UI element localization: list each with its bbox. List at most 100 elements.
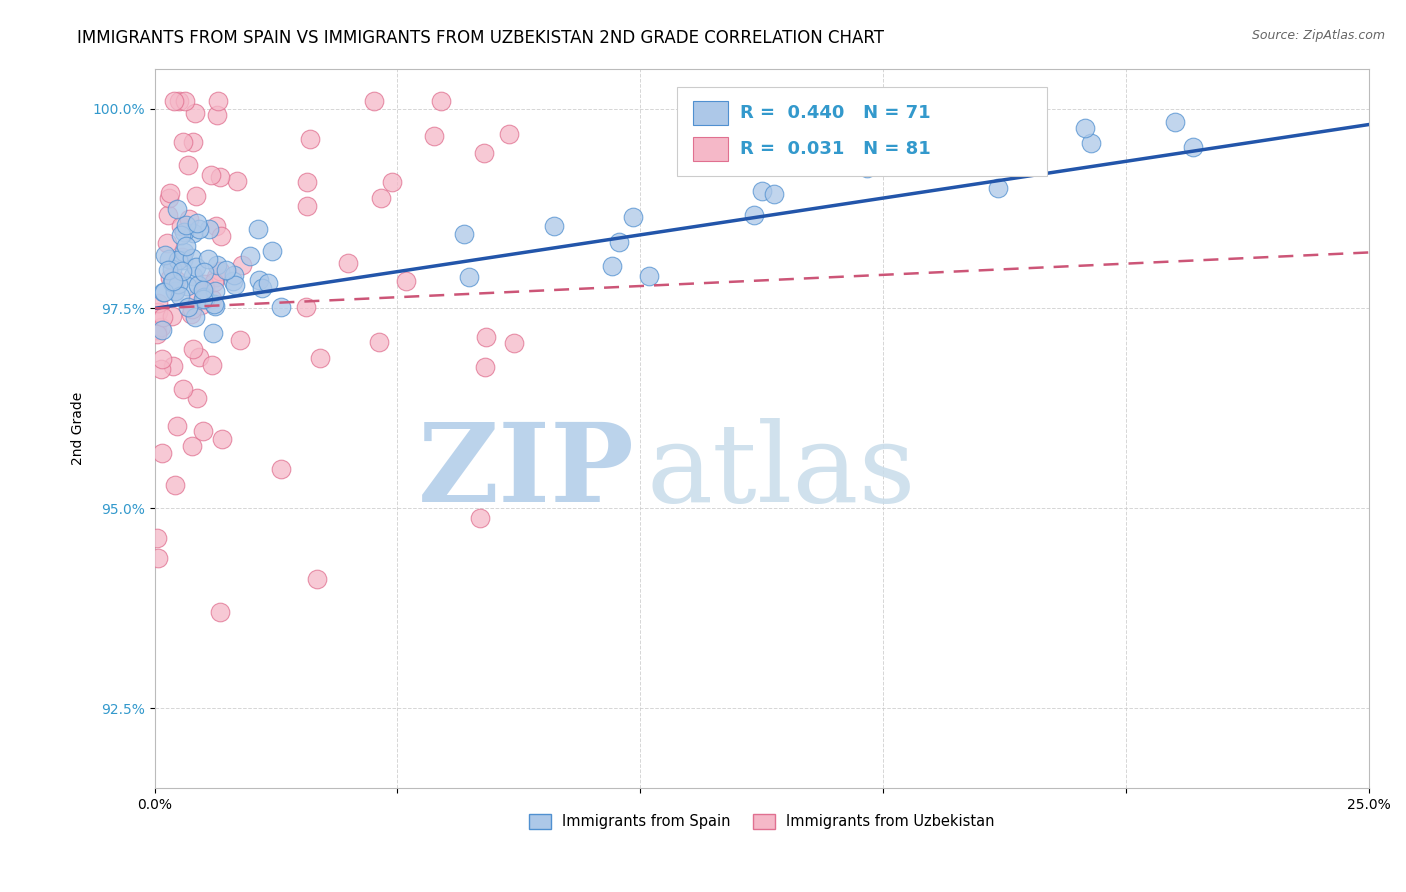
Point [307, 572, 329, 586]
Point [193, 284, 215, 298]
Point [239, 249, 262, 263]
Point [177, 300, 200, 314]
Point [607, 235, 630, 249]
Point [368, 334, 391, 349]
Point [194, 292, 217, 306]
Point [165, 284, 187, 298]
Point [186, 216, 208, 230]
Point [169, 289, 191, 303]
Point [200, 359, 222, 373]
Point [180, 251, 202, 265]
Point [204, 299, 226, 313]
Point [207, 94, 229, 108]
Point [163, 94, 186, 108]
Point [247, 273, 270, 287]
Point [172, 382, 194, 396]
Point [146, 296, 169, 310]
Text: R =  0.031   N = 81: R = 0.031 N = 81 [740, 140, 931, 158]
Point [295, 175, 318, 189]
Point [191, 292, 214, 306]
Point [152, 285, 174, 300]
Point [503, 335, 526, 350]
Point [174, 239, 197, 253]
Point [395, 274, 418, 288]
Point [270, 300, 292, 314]
Point [169, 228, 191, 243]
Point [193, 290, 215, 304]
Point [262, 244, 284, 258]
Point [170, 219, 193, 233]
Point [194, 281, 217, 295]
Point [177, 158, 200, 172]
Point [856, 161, 879, 175]
Point [157, 191, 180, 205]
Text: IMMIGRANTS FROM SPAIN VS IMMIGRANTS FROM UZBEKISTAN 2ND GRADE CORRELATION CHART: IMMIGRANTS FROM SPAIN VS IMMIGRANTS FROM… [77, 29, 884, 46]
Point [146, 532, 169, 546]
Point [170, 264, 193, 278]
Point [363, 94, 385, 108]
Point [166, 419, 188, 434]
Point [148, 305, 170, 319]
Point [231, 258, 253, 272]
Point [180, 439, 202, 453]
Point [457, 269, 479, 284]
Point [166, 202, 188, 216]
Point [423, 128, 446, 143]
Point [184, 260, 207, 274]
Point [336, 256, 359, 270]
Point [190, 298, 212, 312]
Point [200, 168, 222, 182]
Point [193, 277, 215, 291]
Point [202, 276, 225, 290]
Point [202, 326, 225, 341]
Point [193, 265, 215, 279]
Point [176, 279, 198, 293]
Point [173, 226, 195, 240]
Point [146, 327, 169, 342]
Point [176, 218, 198, 232]
Point [153, 285, 176, 300]
Point [163, 285, 186, 299]
Point [215, 262, 238, 277]
Point [191, 424, 214, 438]
Point [150, 351, 173, 366]
Point [181, 343, 204, 357]
Point [181, 135, 204, 149]
Point [475, 330, 498, 344]
Point [295, 300, 318, 314]
Point [156, 235, 179, 250]
Point [498, 127, 520, 141]
Point [169, 94, 191, 108]
Point [165, 477, 187, 491]
Point [762, 187, 785, 202]
Point [600, 259, 623, 273]
Point [152, 322, 174, 336]
Point [162, 274, 184, 288]
Point [228, 333, 250, 347]
Point [224, 268, 246, 283]
Point [204, 219, 226, 234]
Point [205, 270, 228, 285]
FancyBboxPatch shape [693, 101, 728, 126]
Point [270, 462, 292, 476]
Point [172, 252, 194, 267]
Point [181, 301, 204, 316]
Point [204, 284, 226, 298]
Point [205, 259, 228, 273]
Point [174, 94, 197, 108]
Point [742, 208, 765, 222]
Point [987, 180, 1010, 194]
Point [153, 248, 176, 262]
Point [146, 550, 169, 565]
Point [157, 252, 180, 266]
Point [370, 191, 392, 205]
Point [201, 292, 224, 306]
Point [468, 510, 491, 524]
Point [1164, 115, 1187, 129]
Point [430, 94, 453, 108]
Point [1181, 140, 1204, 154]
Point [256, 276, 278, 290]
Point [224, 277, 246, 292]
Point [184, 106, 207, 120]
Point [295, 199, 318, 213]
